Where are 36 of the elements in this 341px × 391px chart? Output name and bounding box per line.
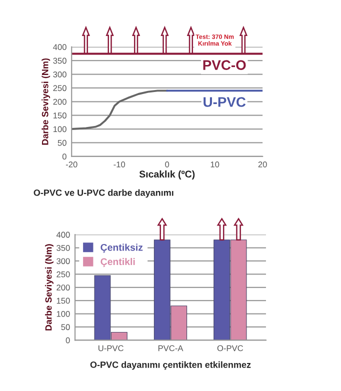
x-tick-label: -20 [66,161,78,168]
text: O-PVC dayanımı çentikten etkilenmez [90,361,251,370]
y-tick-label: 50 [61,324,70,330]
x-tick-label: U-PVC [98,345,124,352]
legend-label: PVC-O [203,60,246,70]
y-tick-label: 150 [56,298,70,304]
x-axis-title: Sıcaklık (ºC) [139,170,195,180]
line-series [72,90,168,130]
y-tick-label: 250 [53,85,66,92]
y-tick-label: 0 [66,337,70,344]
text: O-PVC ve U-PVC darbe dayanımı [34,189,174,198]
y-tick-label: 50 [58,140,66,146]
y-tick-label: 350 [56,244,70,251]
y-axis-title: Darbe Seviyesi (Nm) [42,58,50,145]
y-tick-label: 100 [56,310,70,317]
y-tick-label: 300 [56,258,70,264]
legend-label: Çentikli [100,258,135,268]
x-tick-label: O-PVC [217,345,244,352]
y-tick-label: 350 [53,58,66,64]
y-axis-title: Darbe Seviyesi (Nm) [45,244,54,330]
y-tick-label: 200 [56,284,70,290]
y-tick-label: 400 [53,44,66,50]
legend-label: Çentiksiz [100,244,143,253]
series-label: U-PVC [204,97,246,107]
x-tick-label: 0 [165,161,170,168]
y-tick-label: 250 [56,271,70,278]
x-tick-label: -10 [114,161,126,168]
y-tick-label: 100 [53,126,66,132]
y-tick-label: 0 [62,154,66,160]
y-tick-label: 300 [53,71,66,78]
x-tick-label: 20 [258,161,267,168]
y-tick-label: 150 [53,112,66,118]
x-tick-label: 10 [210,161,220,168]
x-tick-label: PVC-A [158,345,184,352]
y-tick-label: 400 [56,232,70,238]
y-tick-label: 200 [53,98,66,105]
